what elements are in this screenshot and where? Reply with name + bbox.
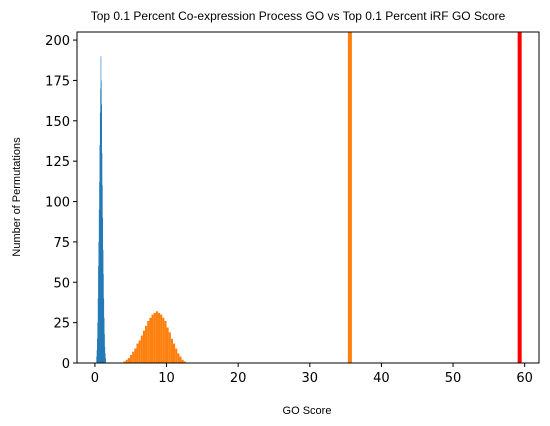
histogram-bar-series-2 <box>183 361 186 363</box>
histogram-bar-series-1 <box>104 333 105 363</box>
y-tick-label: 50 <box>53 276 70 291</box>
histogram-bar-series-2 <box>147 321 150 363</box>
histogram-bars <box>96 56 186 363</box>
x-tick-label: 0 <box>91 371 99 386</box>
histogram-bar-series-2 <box>138 340 141 363</box>
histogram-bar-series-2 <box>164 321 167 363</box>
histogram-bar-series-2 <box>175 348 178 363</box>
histogram-bar-series-1 <box>98 241 100 363</box>
y-tick-label: 125 <box>45 155 70 170</box>
histogram-bar-series-2 <box>132 351 135 363</box>
histogram-bar-series-1 <box>100 88 101 363</box>
histogram-bar-series-1 <box>101 104 102 363</box>
histogram-bar-series-2 <box>177 353 180 363</box>
x-tick-label: 20 <box>230 371 247 386</box>
histogram-bar-series-2 <box>151 314 154 363</box>
histogram-bar-series-1 <box>101 153 103 363</box>
x-axis-ticks: 0 10 20 30 40 50 60 <box>91 363 533 386</box>
histogram-bar-series-2 <box>134 348 137 363</box>
y-axis-label: Number of Permutations <box>11 137 23 257</box>
histogram-bar-series-1 <box>104 353 106 363</box>
histogram-bar-series-1 <box>97 338 98 363</box>
histogram-bar-series-2 <box>140 335 143 363</box>
histogram-bar-series-1 <box>100 56 102 363</box>
histogram-bar-series-2 <box>127 358 131 363</box>
y-tick-label: 150 <box>45 115 70 130</box>
plot-frame <box>76 31 540 364</box>
histogram-bar-series-1 <box>98 209 100 363</box>
histogram-bar-series-2 <box>136 343 139 363</box>
histogram-bar-series-2 <box>145 325 148 363</box>
histogram-bar-series-1 <box>103 298 105 363</box>
histogram-bar-series-1 <box>96 350 98 363</box>
histogram-bar-series-1 <box>102 249 104 363</box>
y-tick-label: 100 <box>45 196 70 211</box>
y-tick-label: 75 <box>53 236 70 251</box>
histogram-bar-series-1 <box>99 182 100 363</box>
histogram-bar-series-1 <box>98 266 99 363</box>
y-tick-label: 0 <box>62 357 70 372</box>
histogram-bar-series-1 <box>96 356 97 363</box>
histogram-bar-series-1 <box>97 298 99 363</box>
histogram-bar-series-1 <box>105 358 106 363</box>
x-tick-label: 50 <box>445 371 462 386</box>
reference-lines <box>347 32 522 363</box>
y-tick-label: 25 <box>53 317 70 332</box>
histogram-bar-series-2 <box>142 330 146 363</box>
histogram-bar-series-2 <box>181 359 184 363</box>
x-tick-label: 40 <box>373 371 390 386</box>
chart-title: Top 0.1 Percent Co-expression Process GO… <box>91 9 506 23</box>
histogram-bar-series-1 <box>99 145 101 363</box>
histogram-bar-series-1 <box>99 112 101 363</box>
histogram-bar-series-1 <box>103 274 104 363</box>
histogram-bar-series-1 <box>97 322 99 363</box>
histogram-bar-series-2 <box>162 317 165 363</box>
y-tick-label: 175 <box>45 74 70 89</box>
histogram-bar-series-2 <box>125 359 128 363</box>
histogram-bar-series-2 <box>166 327 169 363</box>
histogram-bar-series-2 <box>153 312 156 363</box>
histogram-bar-series-2 <box>157 312 161 363</box>
histogram-bar-series-1 <box>104 346 106 363</box>
histogram-bar-series-2 <box>155 311 158 363</box>
histogram-bar-series-2 <box>130 354 133 363</box>
histogram-bar-series-1 <box>102 185 103 363</box>
histogram-bar-series-1 <box>103 317 105 363</box>
x-tick-label: 30 <box>302 371 319 386</box>
histogram-bar-series-1 <box>102 217 104 363</box>
histogram-bar-series-1 <box>100 80 102 363</box>
x-axis-label: GO Score <box>283 405 332 417</box>
y-axis-ticks: 0 25 50 75 100 125 150 175 200 <box>45 34 77 372</box>
x-tick-label: 10 <box>158 371 175 386</box>
y-tick-label: 200 <box>45 34 70 49</box>
histogram-bar-series-2 <box>168 332 171 363</box>
histogram-bar-series-2 <box>160 314 163 363</box>
histogram-bar-series-2 <box>123 361 126 363</box>
histogram-bar-series-2 <box>149 317 152 363</box>
histogram-bar-series-2 <box>172 343 176 363</box>
histogram-bar-series-2 <box>170 338 173 363</box>
x-tick-label: 60 <box>516 371 533 386</box>
histogram-bar-series-2 <box>179 356 182 363</box>
